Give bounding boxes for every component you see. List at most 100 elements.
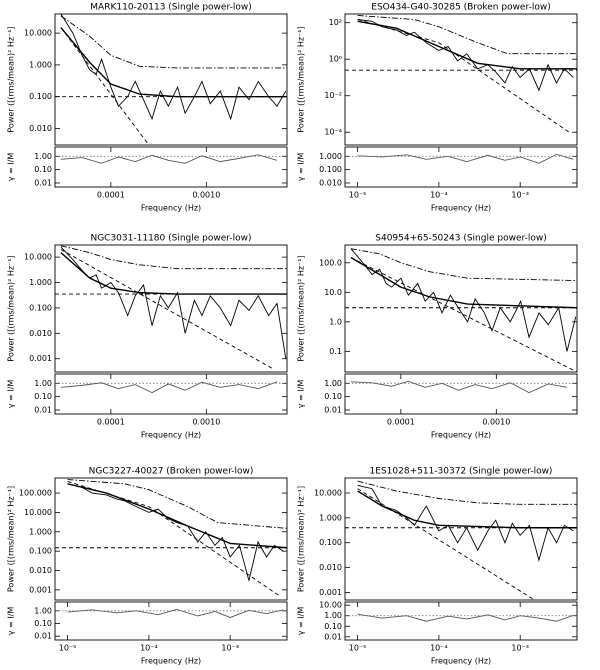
x-tick-label: 0.0010 xyxy=(192,191,220,200)
y-tick-label: 10.000 xyxy=(24,29,52,38)
y-axis-label: Power ([(rms/mean)² Hz⁻¹] xyxy=(7,255,16,361)
residual-panel: γ = I/M Frequency (Hz) 1.00 0.10 0.01 10⁻⁵ 10⁻… xyxy=(7,601,288,666)
plot-frame xyxy=(54,13,288,146)
x-tick-label: 0.0010 xyxy=(482,418,510,427)
y-tick-label: 0.01 xyxy=(34,178,52,187)
y-tick-label: 1.00 xyxy=(34,152,52,161)
spectrum-panel: MARK110-20113 (Single power-low) Power ([… xyxy=(7,3,288,146)
y-axis-label: γ = I/M xyxy=(7,380,16,409)
y-tick-label: 0.10 xyxy=(324,392,342,401)
series-line xyxy=(60,381,278,394)
x-tick-label: 10⁻³ xyxy=(511,191,529,200)
series-line xyxy=(357,613,574,622)
x-tick-label: 10⁻⁴ xyxy=(430,644,448,653)
spectrum-panel: ESO434-G40-30285 (Broken power-low) Power… xyxy=(297,3,578,146)
plot-frame xyxy=(344,244,578,373)
series-line xyxy=(67,479,287,529)
y-tick-label: 100.0 xyxy=(319,258,342,267)
y-tick-label: 0.01 xyxy=(34,405,52,414)
series-line xyxy=(60,252,287,295)
series-line xyxy=(67,483,287,549)
y-tick-label: 0.1 xyxy=(329,347,342,356)
x-axis-label: Frequency (Hz) xyxy=(141,431,201,440)
panel-title: 1ES1028+511-30372 (Single power-low) xyxy=(370,467,553,477)
y-axis-label: γ = I/M xyxy=(297,380,306,409)
spectrum-panel: NGC3227-40027 (Broken power-low) Power ([… xyxy=(7,467,288,601)
y-tick-label: 10⁰ xyxy=(329,55,342,64)
panel-title: MARK110-20113 (Single power-low) xyxy=(90,3,251,13)
y-tick-label: 0.01 xyxy=(324,632,342,641)
plot-frame xyxy=(344,601,578,641)
y-tick-label: 10.00 xyxy=(319,601,342,610)
y-tick-label: 1.000 xyxy=(29,60,52,69)
y-axis-label: γ = I/M xyxy=(297,607,306,636)
y-tick-label: 0.100 xyxy=(29,547,52,556)
residual-panel: γ = I/M Frequency (Hz) 1.00 0.10 0.01 0.0001 0… xyxy=(7,373,288,440)
y-tick-label: 0.010 xyxy=(319,563,342,572)
y-tick-label: 0.010 xyxy=(29,566,52,575)
plot-frame xyxy=(344,477,578,601)
y-tick-label: 0.10 xyxy=(34,165,52,174)
series-line xyxy=(350,256,577,309)
y-tick-label: 0.10 xyxy=(34,392,52,401)
y-axis-label: Power ([(rms/mean)² Hz⁻¹] xyxy=(7,486,16,592)
y-tick-label: 0.100 xyxy=(319,538,342,547)
x-tick-label: 0.0001 xyxy=(97,418,125,427)
y-tick-label: 1.000 xyxy=(29,278,52,287)
plot-frame xyxy=(54,373,288,415)
y-axis-label: Power ([(rms/mean)² Hz⁻¹] xyxy=(297,26,306,132)
series-line xyxy=(67,483,284,581)
y-tick-label: 10⁻² xyxy=(324,91,342,100)
x-tick-label: 10⁻³ xyxy=(511,644,529,653)
x-tick-label: 10⁻⁵ xyxy=(349,191,367,200)
series-line xyxy=(357,20,577,70)
y-tick-label: 1.000 xyxy=(319,152,342,161)
y-axis-label: Power ([(rms/mean)² Hz⁻¹] xyxy=(297,255,306,361)
x-tick-label: 0.0001 xyxy=(97,191,125,200)
y-tick-label: 0.100 xyxy=(29,92,52,101)
y-axis-label: γ = I/M xyxy=(7,607,16,636)
plot-frame xyxy=(54,477,288,601)
spectrum-panel: NGC3031-11180 (Single power-low) Power ([… xyxy=(7,234,288,373)
residual-panel: γ = I/M Frequency (Hz) 10.001.00 0.100.01 10… xyxy=(297,601,578,666)
plot-frame xyxy=(54,146,288,188)
y-tick-label: 1.000 xyxy=(319,513,342,522)
y-tick-label: 1.00 xyxy=(34,606,52,615)
series-line xyxy=(60,246,287,359)
y-tick-label: 1.0 xyxy=(329,317,342,326)
y-tick-label: 1.00 xyxy=(324,611,342,620)
spectrum-panel: 1ES1028+511-30372 (Single power-low) Powe… xyxy=(297,467,578,601)
y-tick-label: 0.10 xyxy=(324,622,342,631)
y-tick-label: 0.10 xyxy=(34,619,52,628)
residual-panel: γ = I/M Frequency (Hz) 1.000 0.100 0.010 10⁻⁵… xyxy=(297,146,578,213)
y-tick-label: 0.01 xyxy=(324,405,342,414)
y-tick-label: 100.000 xyxy=(19,489,52,498)
panel-title: NGC3227-40027 (Broken power-low) xyxy=(89,467,254,477)
series-line xyxy=(60,27,287,98)
y-tick-label: 0.100 xyxy=(29,303,52,312)
series-line xyxy=(60,245,287,270)
residual-panel: γ = I/M Frequency (Hz) 1.00 0.10 0.01 0.0001 0… xyxy=(7,146,288,213)
series-line xyxy=(357,153,574,164)
y-tick-label: 0.01 xyxy=(34,632,52,641)
plot-frame xyxy=(54,244,288,373)
y-axis-label: Power ([(rms/mean)² Hz⁻¹] xyxy=(297,486,306,592)
series-line xyxy=(60,154,278,164)
y-tick-label: 10⁻⁴ xyxy=(324,128,342,137)
y-tick-label: 0.001 xyxy=(29,354,52,363)
x-tick-label: 0.0010 xyxy=(192,418,220,427)
y-tick-label: 10.0 xyxy=(324,288,342,297)
series-line xyxy=(357,480,577,505)
spectrum-panel: S40954+65-50243 (Single power-low) Power … xyxy=(297,234,578,373)
x-tick-label: 10⁻⁵ xyxy=(349,644,367,653)
series-line xyxy=(67,480,280,597)
plot-frame xyxy=(54,601,288,641)
series-line xyxy=(350,248,577,352)
series-line xyxy=(350,248,577,282)
panel-title: S40954+65-50243 (Single power-low) xyxy=(375,234,546,244)
plot-frame xyxy=(344,146,578,188)
x-tick-label: 10⁻⁴ xyxy=(430,191,448,200)
series-line xyxy=(60,15,287,69)
panel-title: NGC3031-11180 (Single power-low) xyxy=(90,234,251,244)
